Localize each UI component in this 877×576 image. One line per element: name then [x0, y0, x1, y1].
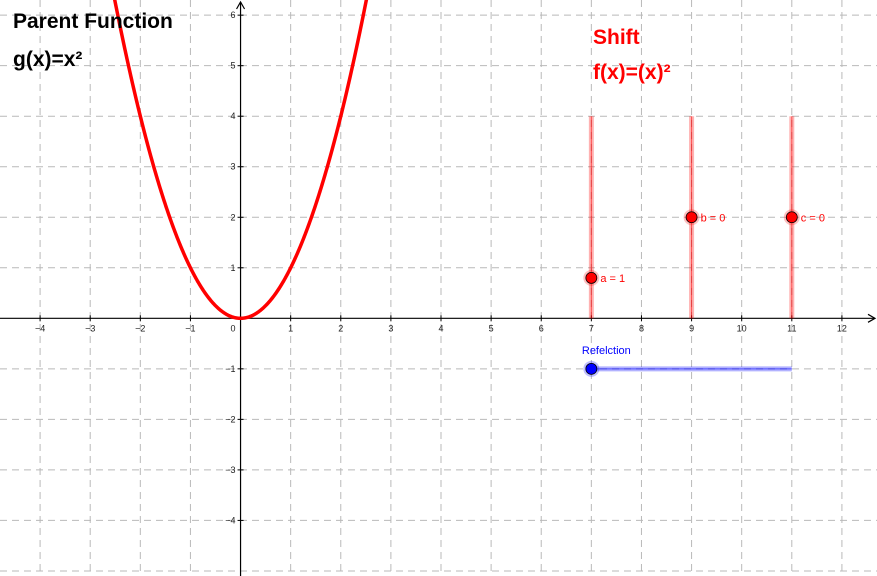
- slider-handle[interactable]: [685, 211, 698, 224]
- slider-2[interactable]: b = 0: [683, 116, 726, 319]
- parabola-curve[interactable]: [110, 0, 371, 321]
- x-tick-label: −1: [185, 323, 195, 333]
- x-tick-label: −4: [35, 323, 45, 333]
- slider-handle[interactable]: [585, 271, 598, 284]
- slider-4[interactable]: Refelction: [582, 345, 792, 377]
- sliders-group[interactable]: a = 1 b = 0 c = 0 Refelction: [582, 116, 825, 377]
- y-tick-label: −3: [225, 465, 235, 475]
- slider-3[interactable]: c = 0: [783, 116, 825, 319]
- y-tick-label: 2: [231, 212, 236, 222]
- x-tick-label: 1: [288, 323, 293, 333]
- function-curve-group[interactable]: [110, 0, 371, 321]
- y-axis-arrow: [236, 0, 246, 10]
- slider-label: c = 0: [801, 212, 825, 224]
- x-tick-label: 11: [787, 323, 796, 333]
- x-tick-label: 12: [837, 323, 847, 333]
- x-tick-label: 5: [489, 323, 494, 333]
- slider-label: b = 0: [701, 212, 726, 224]
- shift-formula: f(x)=(x)²: [593, 61, 671, 84]
- x-tick-label: 2: [338, 323, 343, 333]
- shift-title: Shift: [593, 26, 640, 49]
- y-tick-label: 4: [231, 111, 236, 121]
- y-tick-label: 6: [231, 10, 236, 20]
- y-tick-label: 5: [231, 61, 236, 71]
- slider-handle[interactable]: [785, 211, 798, 224]
- x-tick-label: 4: [438, 323, 443, 333]
- y-tick-label: −4: [225, 515, 235, 525]
- slider-1[interactable]: a = 1: [583, 116, 625, 319]
- x-tick-label: 6: [539, 323, 544, 333]
- y-tick-label: −1: [225, 364, 235, 374]
- x-axis-arrow: [867, 313, 877, 323]
- slider-label: a = 1: [600, 273, 625, 285]
- y-tick-label: 3: [231, 162, 236, 172]
- x-tick-label: −3: [85, 323, 95, 333]
- y-tick-label: −2: [225, 414, 235, 424]
- x-tick-label: 3: [388, 323, 393, 333]
- parent-function-title: Parent Function: [13, 10, 173, 33]
- parent-function-formula: g(x)=x²: [13, 48, 83, 71]
- x-tick-label: −2: [135, 323, 145, 333]
- slider-label: Refelction: [582, 345, 631, 357]
- x-tick-label: 9: [689, 323, 694, 333]
- y-tick-label: 1: [231, 263, 236, 273]
- slider-handle[interactable]: [585, 362, 598, 375]
- x-tick-label: 7: [589, 323, 594, 333]
- x-tick-label: 10: [737, 323, 747, 333]
- x-tick-label: 8: [639, 323, 644, 333]
- origin-label: 0: [231, 323, 236, 333]
